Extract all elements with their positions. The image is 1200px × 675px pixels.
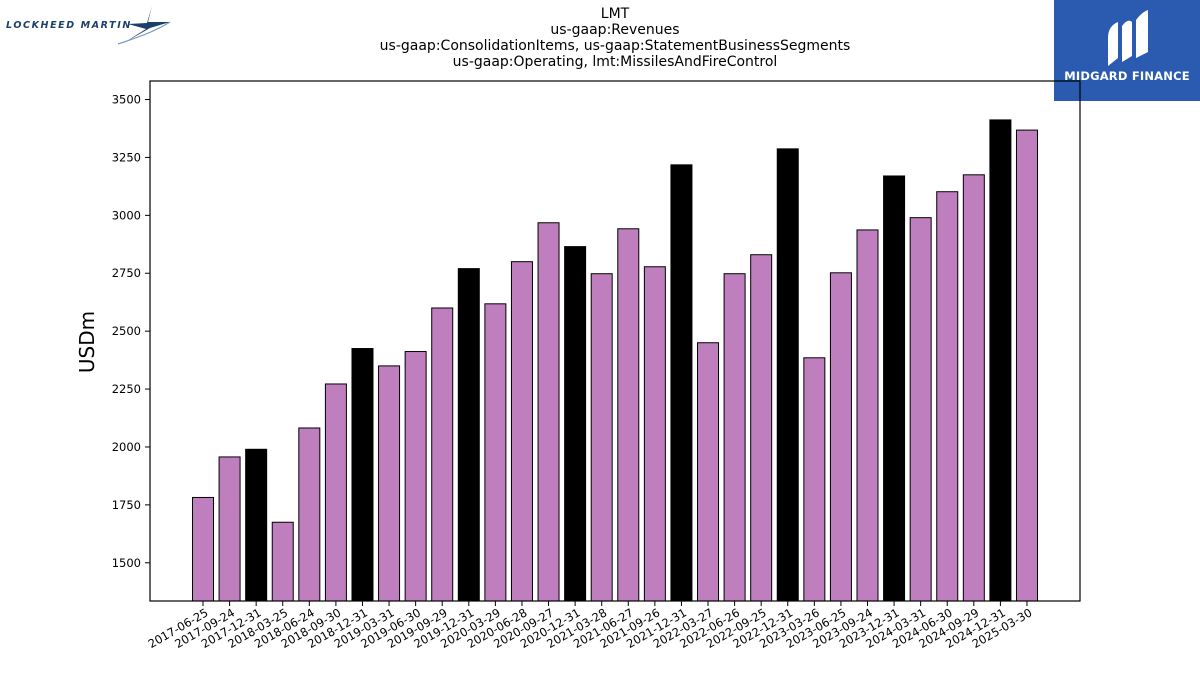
title-line: LMT <box>600 6 630 22</box>
title-line: us-gaap:Operating, lmt:MissilesAndFireCo… <box>452 54 778 70</box>
y-tick-label: 2250 <box>112 382 141 396</box>
bar <box>909 217 932 602</box>
title-line: us-gaap:ConsolidationItems, us-gaap:Stat… <box>379 38 851 54</box>
bar <box>856 229 879 602</box>
bar <box>378 365 401 602</box>
bar <box>537 222 560 602</box>
title-line: us-gaap:Revenues <box>550 22 680 38</box>
bar <box>643 266 666 602</box>
bar <box>750 254 773 602</box>
y-tick-label: 3500 <box>112 93 141 107</box>
y-tick-label: 3250 <box>112 150 141 164</box>
bar <box>484 303 507 602</box>
y-tick-label: 3000 <box>112 208 141 222</box>
y-tick-label: 1750 <box>112 498 141 512</box>
bar <box>776 148 799 602</box>
bar <box>218 456 241 602</box>
bar <box>883 175 906 602</box>
bar <box>1015 129 1038 602</box>
bar <box>351 348 374 602</box>
bar <box>404 351 427 602</box>
star-icon <box>117 6 171 45</box>
bar <box>590 273 613 602</box>
bar <box>192 496 214 602</box>
bar <box>723 273 746 602</box>
bar <box>431 307 454 602</box>
y-tick-label: 2000 <box>112 440 141 454</box>
bar <box>829 272 852 602</box>
bar <box>962 174 985 602</box>
y-tick-label: 1500 <box>112 556 141 570</box>
lockheed-martin-wordmark: LOCKHEED MARTIN <box>6 20 132 31</box>
bar <box>803 357 826 602</box>
lockheed-martin-logo: LOCKHEED MARTIN <box>4 4 174 48</box>
bar <box>271 521 294 602</box>
bar <box>670 164 693 602</box>
chart-title: LMT us-gaap:Revenues us-gaap:Consolidati… <box>250 6 980 70</box>
bar <box>936 191 959 602</box>
bar <box>245 448 268 602</box>
bar <box>298 427 321 602</box>
bar <box>510 261 533 602</box>
bar <box>697 342 720 602</box>
bar <box>564 246 587 602</box>
bar <box>324 383 347 602</box>
bar <box>617 228 640 602</box>
midgard-finance-wordmark: MIDGARD FINANCE <box>1064 69 1190 83</box>
bar <box>457 268 480 602</box>
midgard-m-icon <box>1108 10 1148 66</box>
y-tick-label: 2500 <box>112 324 141 338</box>
bar <box>989 119 1012 602</box>
midgard-finance-logo: MIDGARD FINANCE <box>1054 0 1200 101</box>
y-tick-label: 2750 <box>112 266 141 280</box>
plot-frame <box>149 80 1081 602</box>
